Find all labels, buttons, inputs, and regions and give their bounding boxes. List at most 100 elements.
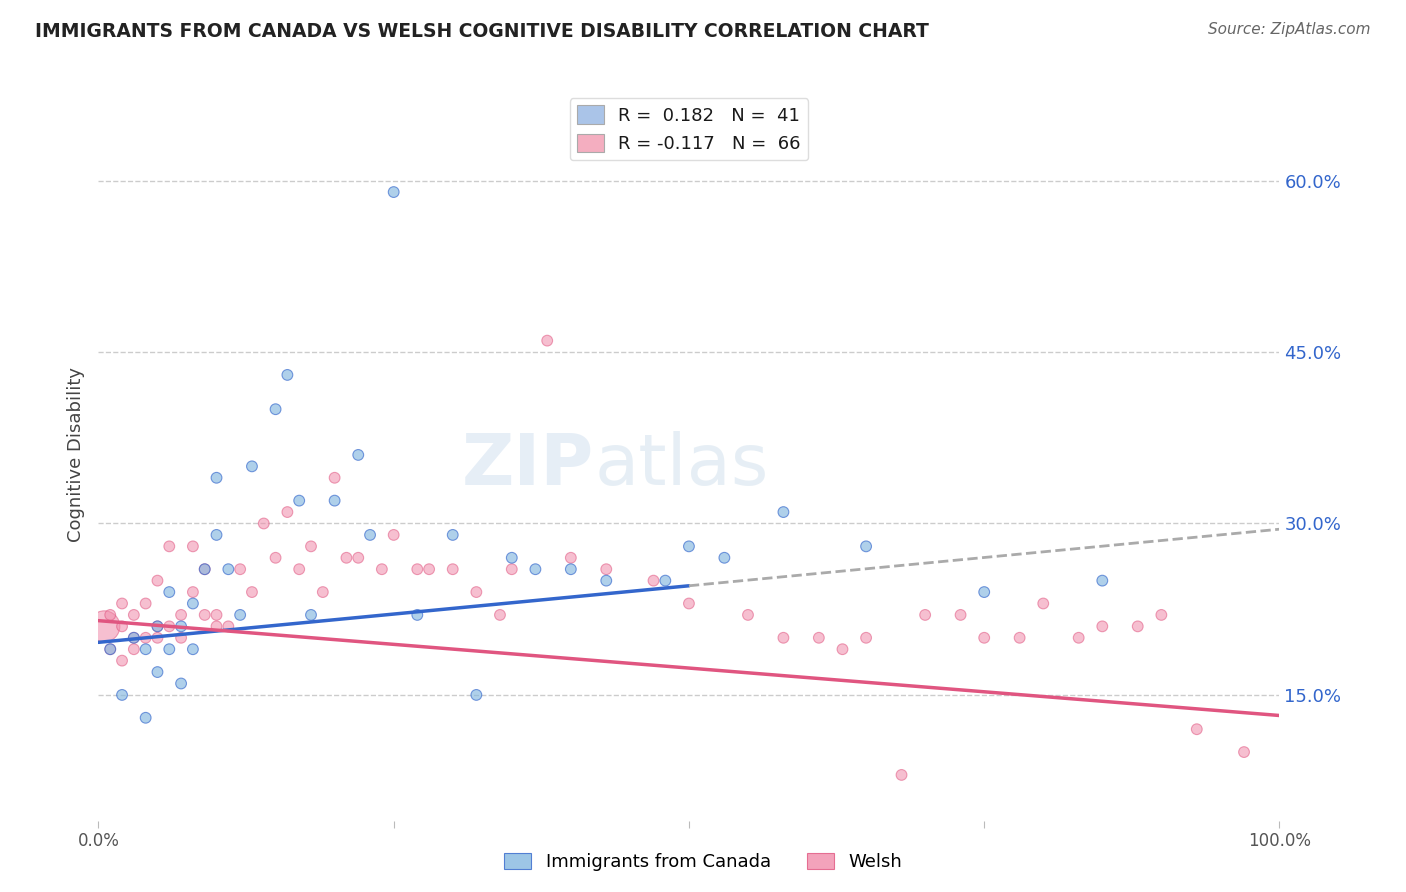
Point [229, 562, 252, 576]
Text: ZIP: ZIP [463, 432, 595, 500]
Point [111, 619, 134, 633]
Point [335, 550, 357, 565]
Point [146, 619, 169, 633]
Point [276, 368, 298, 382]
Point [181, 585, 204, 599]
Point [170, 607, 193, 622]
Point [1126, 619, 1149, 633]
Point [205, 528, 228, 542]
Point [347, 550, 370, 565]
Point [264, 402, 287, 417]
Point [146, 631, 169, 645]
Point [536, 334, 558, 348]
Point [135, 711, 157, 725]
Point [122, 631, 145, 645]
Point [489, 607, 512, 622]
Point [418, 562, 440, 576]
Legend: R =  0.182   N =  41, R = -0.117   N =  66: R = 0.182 N = 41, R = -0.117 N = 66 [569, 98, 808, 161]
Point [524, 562, 547, 576]
Text: Source: ZipAtlas.com: Source: ZipAtlas.com [1208, 22, 1371, 37]
Point [465, 585, 488, 599]
Point [678, 597, 700, 611]
Point [560, 550, 582, 565]
Point [560, 562, 582, 576]
Point [157, 539, 180, 553]
Point [406, 562, 429, 576]
Point [111, 654, 134, 668]
Point [181, 597, 204, 611]
Point [111, 688, 134, 702]
Point [146, 619, 169, 633]
Point [312, 585, 335, 599]
Point [181, 642, 204, 657]
Point [441, 528, 464, 542]
Point [157, 642, 180, 657]
Point [406, 607, 429, 622]
Point [205, 471, 228, 485]
Point [135, 631, 157, 645]
Point [157, 585, 180, 599]
Point [501, 562, 523, 576]
Point [347, 448, 370, 462]
Point [146, 665, 169, 679]
Point [855, 631, 877, 645]
Point [240, 585, 263, 599]
Point [299, 539, 322, 553]
Point [122, 642, 145, 657]
Point [98, 642, 121, 657]
Point [772, 505, 794, 519]
Point [1150, 607, 1173, 622]
Point [170, 631, 193, 645]
Point [111, 597, 134, 611]
Point [890, 768, 912, 782]
Point [276, 505, 298, 519]
Point [229, 607, 252, 622]
Point [1008, 631, 1031, 645]
Y-axis label: Cognitive Disability: Cognitive Disability [66, 368, 84, 542]
Point [807, 631, 830, 645]
Point [654, 574, 676, 588]
Point [465, 688, 488, 702]
Point [122, 607, 145, 622]
Point [135, 642, 157, 657]
Point [253, 516, 276, 531]
Text: IMMIGRANTS FROM CANADA VS WELSH COGNITIVE DISABILITY CORRELATION CHART: IMMIGRANTS FROM CANADA VS WELSH COGNITIV… [35, 22, 929, 41]
Point [949, 607, 972, 622]
Point [288, 562, 311, 576]
Point [1233, 745, 1256, 759]
Point [181, 539, 204, 553]
Point [713, 550, 735, 565]
Legend: Immigrants from Canada, Welsh: Immigrants from Canada, Welsh [496, 846, 910, 879]
Point [323, 493, 346, 508]
Point [371, 562, 394, 576]
Point [855, 539, 877, 553]
Point [382, 528, 405, 542]
Point [1067, 631, 1090, 645]
Point [501, 550, 523, 565]
Point [299, 607, 322, 622]
Point [973, 631, 995, 645]
Point [157, 619, 180, 633]
Point [135, 597, 157, 611]
Point [1091, 619, 1114, 633]
Point [323, 471, 346, 485]
Point [288, 493, 311, 508]
Point [1091, 574, 1114, 588]
Point [240, 459, 263, 474]
Point [194, 607, 217, 622]
Point [194, 562, 217, 576]
Point [122, 631, 145, 645]
Point [737, 607, 759, 622]
Point [205, 607, 228, 622]
Point [98, 642, 121, 657]
Point [831, 642, 853, 657]
Point [359, 528, 381, 542]
Point [205, 619, 228, 633]
Point [170, 619, 193, 633]
Point [170, 676, 193, 690]
Point [595, 574, 617, 588]
Point [382, 185, 405, 199]
Point [217, 619, 239, 633]
Point [441, 562, 464, 576]
Point [973, 585, 995, 599]
